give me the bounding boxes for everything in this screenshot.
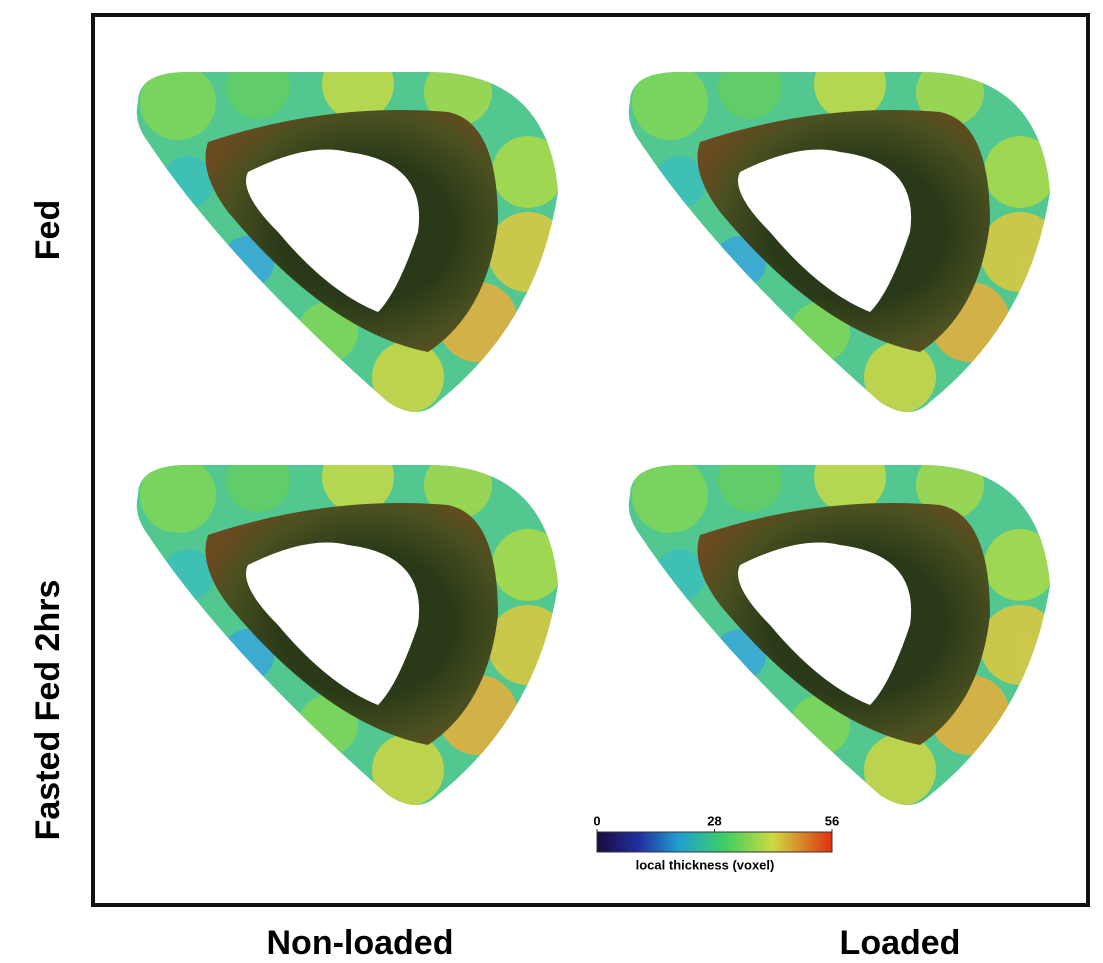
column-label: Loaded <box>840 924 961 962</box>
colorbar <box>597 832 832 852</box>
colorbar-tick-label: 0 <box>593 813 600 828</box>
row-label: Fasted Fed 2hrs <box>29 580 67 841</box>
column-label: Non-loaded <box>267 924 454 962</box>
figure: Fed Fasted Fed 2hrs Non-loaded Loaded lo… <box>0 0 1103 963</box>
colorbar-label: local thickness (voxel) <box>636 857 775 872</box>
colorbar-tick-label: 28 <box>707 813 721 828</box>
row-label: Fed <box>29 200 67 260</box>
colorbar-tick-label: 56 <box>825 813 839 828</box>
